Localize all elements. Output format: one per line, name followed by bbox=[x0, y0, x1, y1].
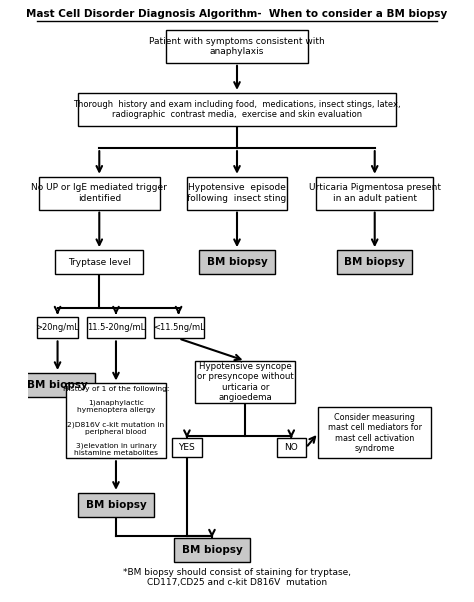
FancyBboxPatch shape bbox=[36, 317, 78, 338]
Text: No UP or IgE mediated trigger
identified: No UP or IgE mediated trigger identified bbox=[31, 184, 167, 203]
FancyBboxPatch shape bbox=[78, 493, 154, 517]
Text: BM biopsy: BM biopsy bbox=[344, 257, 405, 267]
FancyBboxPatch shape bbox=[319, 408, 431, 458]
Text: Mast Cell Disorder Diagnosis Algorithm-  When to consider a BM biopsy: Mast Cell Disorder Diagnosis Algorithm- … bbox=[27, 8, 447, 19]
FancyBboxPatch shape bbox=[78, 93, 396, 126]
Text: Hypotensive syncope
or presyncope without
urticaria or
angioedema: Hypotensive syncope or presyncope withou… bbox=[197, 362, 294, 402]
Text: <11.5ng/mL: <11.5ng/mL bbox=[153, 323, 204, 332]
Text: YES: YES bbox=[179, 443, 195, 452]
FancyBboxPatch shape bbox=[174, 538, 249, 562]
FancyBboxPatch shape bbox=[187, 176, 287, 209]
Text: NO: NO bbox=[284, 443, 298, 452]
Text: Tryptase level: Tryptase level bbox=[68, 258, 131, 267]
Text: Hypotensive  episode
following  insect sting: Hypotensive episode following insect sti… bbox=[187, 184, 287, 203]
FancyBboxPatch shape bbox=[55, 250, 143, 274]
Text: BM biopsy: BM biopsy bbox=[182, 545, 242, 554]
Text: Urticaria Pigmentosa present
in an adult patient: Urticaria Pigmentosa present in an adult… bbox=[309, 184, 441, 203]
FancyBboxPatch shape bbox=[154, 317, 204, 338]
Text: BM biopsy: BM biopsy bbox=[207, 257, 267, 267]
Text: BM biopsy: BM biopsy bbox=[86, 500, 146, 510]
Text: BM biopsy: BM biopsy bbox=[27, 380, 88, 390]
Text: *BM biopsy should consist of staining for tryptase,
CD117,CD25 and c-kit D816V  : *BM biopsy should consist of staining fo… bbox=[123, 568, 351, 588]
Text: Consider measuring
mast cell mediators for
mast cell activation
syndrome: Consider measuring mast cell mediators f… bbox=[328, 413, 422, 453]
FancyBboxPatch shape bbox=[316, 176, 433, 209]
Text: 11.5-20ng/mL: 11.5-20ng/mL bbox=[87, 323, 145, 332]
FancyBboxPatch shape bbox=[20, 373, 95, 397]
FancyBboxPatch shape bbox=[166, 30, 308, 63]
Text: Patient with symptoms consistent with
anaphylaxis: Patient with symptoms consistent with an… bbox=[149, 37, 325, 56]
FancyBboxPatch shape bbox=[173, 438, 201, 458]
FancyBboxPatch shape bbox=[200, 250, 274, 274]
Text: History of 1 of the following:

1)anaphylactic
hymenoptera allergy

2)D816V c-ki: History of 1 of the following: 1)anaphyl… bbox=[63, 386, 169, 456]
FancyBboxPatch shape bbox=[39, 176, 160, 209]
FancyBboxPatch shape bbox=[195, 361, 295, 403]
Text: Thorough  history and exam including food,  medications, insect stings, latex,
r: Thorough history and exam including food… bbox=[73, 99, 401, 119]
Text: >20ng/mL: >20ng/mL bbox=[36, 323, 80, 332]
FancyBboxPatch shape bbox=[87, 317, 145, 338]
FancyBboxPatch shape bbox=[277, 438, 306, 458]
FancyBboxPatch shape bbox=[66, 383, 166, 458]
FancyBboxPatch shape bbox=[337, 250, 412, 274]
